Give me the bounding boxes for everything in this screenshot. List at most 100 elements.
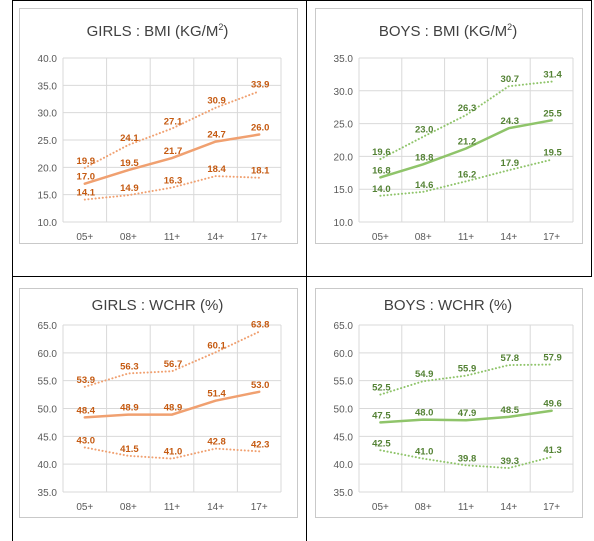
y-tick-label: 40.0 [38, 54, 58, 65]
y-tick-label: 30.0 [334, 87, 354, 98]
y-tick-label: 15.0 [38, 191, 58, 202]
data-label: 39.8 [458, 453, 477, 464]
data-label: 18.4 [207, 164, 226, 175]
y-tick-label: 65.0 [334, 321, 354, 332]
data-label: 52.5 [372, 383, 391, 394]
girls-bmi-chart: GIRLS : BMI (KG/M2) 10.0 15.0 20.0 25.0 30.0 3… [19, 8, 296, 242]
y-tick-label: 30.0 [38, 109, 58, 120]
girls-wchr-chart: GIRLS : WCHR (%) 35.0 40.0 45.0 50.0 55.0 60.0… [19, 288, 296, 516]
data-label: 39.3 [501, 456, 520, 467]
x-tick-label: 05+ [372, 232, 389, 242]
y-tick-label: 20.0 [334, 152, 354, 163]
y-tick-label: 35.0 [334, 488, 354, 499]
data-label: 16.3 [164, 176, 183, 187]
data-label: 24.1 [120, 133, 139, 144]
data-label: 18.8 [415, 152, 434, 163]
y-tick-label: 35.0 [38, 81, 58, 92]
x-tick-label: 14+ [500, 502, 517, 513]
data-label: 26.0 [251, 123, 270, 134]
data-label: 56.7 [164, 359, 183, 370]
y-tick-label: 55.0 [38, 377, 58, 388]
data-label: 51.4 [207, 389, 226, 400]
outer-frame-top [12, 0, 592, 1]
x-tick-label: 14+ [500, 232, 517, 242]
data-label: 42.8 [207, 437, 226, 448]
data-label: 41.0 [164, 447, 183, 458]
y-tick-label: 35.0 [38, 488, 58, 499]
data-label: 57.9 [543, 353, 562, 364]
data-label: 43.0 [77, 435, 96, 446]
y-tick-label: 10.0 [38, 218, 58, 229]
data-label: 55.9 [458, 364, 477, 375]
data-label: 24.7 [207, 130, 226, 141]
x-tick-label: 08+ [120, 232, 137, 242]
data-label: 57.8 [501, 353, 520, 364]
data-label: 19.6 [372, 147, 391, 158]
data-label: 18.1 [251, 166, 270, 177]
x-tick-label: 05+ [76, 232, 93, 242]
chart-title: BOYS : WCHR (%) [384, 297, 512, 314]
data-label: 14.0 [372, 184, 391, 195]
data-label: 19.5 [543, 148, 562, 159]
chart-title: GIRLS : BMI (KG/M2) [87, 22, 229, 40]
data-label: 21.7 [164, 146, 183, 157]
vertical-divider [306, 0, 307, 541]
y-tick-label: 20.0 [38, 163, 58, 174]
data-label: 42.5 [372, 438, 391, 449]
x-tick-label: 17+ [543, 232, 560, 242]
data-label: 33.9 [251, 79, 270, 90]
data-label: 48.9 [120, 403, 139, 414]
boys-wchr-chart: BOYS : WCHR (%) 35.0 40.0 45.0 50.0 55.0 60.0 6… [315, 288, 581, 516]
data-label: 47.5 [372, 410, 391, 421]
y-tick-label: 25.0 [38, 136, 58, 147]
data-label: 47.9 [458, 408, 477, 419]
data-label: 25.5 [543, 108, 562, 119]
x-tick-label: 11+ [164, 502, 180, 513]
data-label: 41.3 [543, 445, 562, 456]
y-tick-label: 35.0 [334, 54, 354, 65]
x-tick-label: 17+ [543, 502, 560, 513]
y-tick-label: 60.0 [334, 349, 354, 360]
y-tick-label: 45.0 [334, 432, 354, 443]
data-label: 19.9 [77, 156, 96, 167]
outer-frame-right [591, 0, 592, 277]
y-tick-label: 45.0 [38, 432, 58, 443]
data-label: 42.3 [251, 439, 270, 450]
x-tick-label: 14+ [207, 502, 224, 513]
data-label: 63.8 [251, 320, 270, 331]
data-label: 26.3 [458, 103, 477, 114]
x-tick-label: 08+ [120, 502, 137, 513]
chart-title: GIRLS : WCHR (%) [92, 297, 224, 314]
y-tick-label: 55.0 [334, 377, 354, 388]
x-tick-label: 11+ [164, 232, 180, 242]
data-label: 41.0 [415, 447, 434, 458]
y-tick-label: 60.0 [38, 349, 58, 360]
chart-title: BOYS : BMI (KG/M2) [379, 22, 517, 40]
outer-frame-left [12, 0, 13, 541]
data-label: 30.7 [501, 74, 520, 85]
data-label: 21.2 [458, 137, 477, 148]
data-label: 49.6 [543, 399, 562, 410]
x-tick-label: 17+ [251, 502, 268, 513]
y-tick-label: 50.0 [334, 405, 354, 416]
data-label: 14.1 [77, 188, 96, 199]
data-label: 48.4 [77, 405, 96, 416]
y-tick-label: 25.0 [334, 120, 354, 131]
data-label: 14.9 [120, 183, 139, 194]
data-label: 17.9 [501, 158, 520, 169]
x-tick-label: 05+ [372, 502, 389, 513]
data-label: 60.1 [207, 340, 226, 351]
data-label: 41.5 [120, 444, 139, 455]
data-label: 30.9 [207, 96, 226, 107]
data-label: 16.2 [458, 169, 477, 180]
data-label: 48.9 [164, 403, 183, 414]
boys-bmi-chart: BOYS : BMI (KG/M2)10.015.020.025.030.035… [315, 8, 581, 242]
x-tick-label: 11+ [458, 232, 474, 242]
data-label: 54.9 [415, 369, 434, 380]
data-label: 31.4 [543, 70, 562, 81]
y-tick-label: 65.0 [38, 321, 58, 332]
x-tick-label: 11+ [458, 502, 474, 513]
horizontal-divider [12, 276, 592, 277]
data-label: 53.0 [251, 380, 270, 391]
data-label: 56.3 [120, 361, 139, 372]
